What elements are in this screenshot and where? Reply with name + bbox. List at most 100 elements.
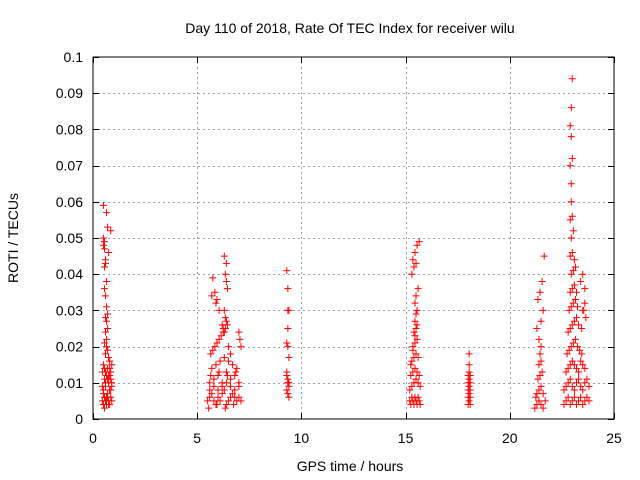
data-point (412, 350, 420, 358)
data-point (222, 259, 230, 267)
y-tick-label: 0.05 (56, 230, 83, 246)
data-point (575, 397, 583, 405)
data-point (222, 317, 230, 325)
data-point (107, 386, 115, 394)
data-point (99, 241, 107, 249)
data-point (99, 234, 107, 242)
data-point (108, 361, 116, 369)
data-point (535, 397, 543, 405)
data-point (99, 390, 107, 398)
data-point (283, 368, 291, 376)
data-point (570, 256, 578, 264)
data-point (215, 306, 223, 314)
data-point (108, 379, 116, 387)
data-point (565, 306, 573, 314)
y-tick-label: 0.09 (56, 85, 83, 101)
data-point (98, 382, 106, 390)
data-point (536, 288, 544, 296)
data-point (567, 180, 575, 188)
data-point (100, 238, 108, 246)
data-point (567, 343, 575, 351)
data-point (567, 303, 575, 311)
data-point (570, 393, 578, 401)
data-point (560, 401, 568, 409)
data-point (465, 382, 473, 390)
data-point (568, 154, 576, 162)
data-point (532, 393, 540, 401)
x-tick-label: 15 (398, 430, 414, 446)
x-tick-label: 5 (193, 430, 201, 446)
data-point (232, 368, 240, 376)
y-tick-label: 0.03 (56, 302, 83, 318)
data-point (562, 382, 570, 390)
data-point (212, 361, 220, 369)
data-point (574, 303, 582, 311)
data-point (566, 216, 574, 224)
y-tick-label: 0.04 (56, 266, 83, 282)
data-point (566, 252, 574, 260)
data-point (413, 241, 421, 249)
data-point (578, 350, 586, 358)
data-point (566, 325, 574, 332)
data-point (566, 162, 574, 170)
data-point (568, 382, 576, 390)
data-point (206, 393, 214, 401)
data-point (212, 299, 220, 307)
x-tick-label: 0 (89, 430, 97, 446)
data-point (572, 314, 580, 322)
data-point (536, 372, 544, 380)
data-point (216, 397, 224, 405)
data-point (413, 368, 421, 376)
data-point (218, 321, 226, 329)
data-point (285, 393, 293, 401)
data-point (568, 248, 576, 256)
data-point (585, 397, 593, 405)
data-point (409, 346, 417, 354)
data-point (412, 310, 420, 318)
data-points (98, 75, 593, 412)
data-point (568, 357, 576, 365)
data-point (105, 353, 113, 361)
data-point (220, 328, 228, 336)
y-tick-label: 0.08 (56, 121, 83, 137)
data-point (102, 292, 110, 300)
data-point (213, 401, 221, 409)
data-point (106, 357, 114, 365)
data-point (567, 234, 575, 242)
data-point (106, 372, 114, 380)
data-point (209, 274, 217, 282)
data-point (574, 343, 582, 351)
data-point (227, 375, 235, 383)
data-point (103, 393, 111, 401)
data-point (465, 390, 473, 398)
data-point (414, 379, 422, 387)
data-point (221, 314, 229, 322)
data-point (108, 397, 116, 405)
data-point (213, 339, 221, 347)
data-point (103, 303, 111, 311)
data-point (408, 382, 416, 390)
data-point (233, 364, 241, 372)
data-point (218, 382, 226, 390)
data-point (100, 404, 108, 412)
data-point (570, 317, 578, 325)
data-point (414, 393, 422, 401)
data-point (415, 238, 423, 246)
data-point (285, 353, 293, 361)
data-point (411, 364, 419, 372)
data-point (216, 357, 224, 365)
data-point (102, 379, 110, 387)
data-point (206, 386, 214, 394)
axis-ticks: 0 5 10 15 20 25 0 0.01 0.02 0.03 0.04 0.05 0.06 0.07 0… (56, 49, 622, 446)
data-point (568, 285, 576, 293)
data-point (579, 361, 587, 369)
data-point (537, 317, 545, 325)
data-point (104, 375, 112, 383)
data-point (465, 350, 473, 358)
data-point (408, 270, 416, 278)
data-point (534, 375, 542, 383)
data-point (572, 379, 580, 387)
data-point (562, 368, 570, 376)
data-point (103, 277, 111, 285)
y-tick-label: 0 (75, 411, 83, 427)
